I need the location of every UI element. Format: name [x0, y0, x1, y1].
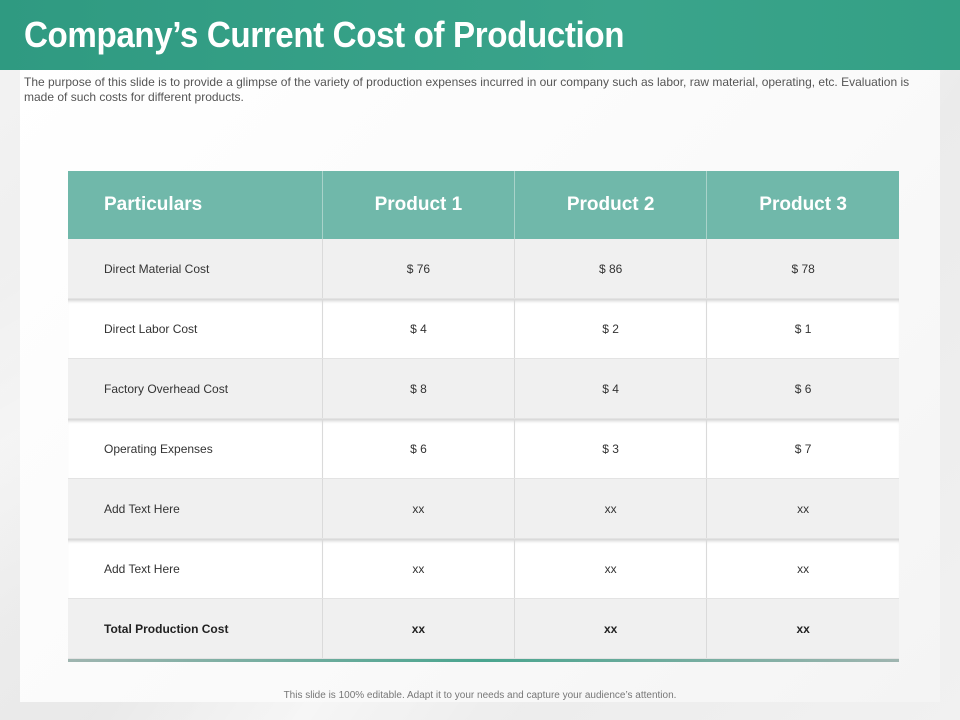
cell-product-1: xx	[322, 598, 516, 659]
cell-product-2: $ 3	[514, 418, 708, 479]
slide-description: The purpose of this slide is to provide …	[24, 75, 910, 104]
page-title: Company’s Current Cost of Production	[24, 14, 625, 55]
cell-product-3: $ 78	[706, 239, 899, 299]
row-label: Operating Expenses	[68, 418, 323, 479]
header-particulars: Particulars	[68, 171, 323, 239]
row-label: Add Text Here	[68, 538, 323, 599]
cell-product-2: xx	[514, 598, 708, 659]
cell-product-3: $ 1	[706, 298, 899, 359]
cell-product-1: $ 76	[322, 239, 516, 299]
header-product-1: Product 1	[322, 171, 516, 239]
cell-product-2: $ 86	[514, 239, 708, 299]
cell-product-2: xx	[514, 538, 708, 599]
table-row: Factory Overhead Cost $ 8 $ 4 $ 6	[68, 358, 899, 419]
cell-product-1: $ 4	[322, 298, 516, 359]
cell-product-2: $ 2	[514, 298, 708, 359]
cell-product-1: xx	[322, 478, 516, 539]
row-label: Total Production Cost	[68, 598, 323, 659]
table-row: Add Text Here xx xx xx	[68, 478, 899, 539]
row-label: Factory Overhead Cost	[68, 358, 323, 419]
cell-product-3: $ 7	[706, 418, 899, 479]
row-label: Direct Labor Cost	[68, 298, 323, 359]
footer-note: This slide is 100% editable. Adapt it to…	[283, 690, 677, 701]
table-row: Operating Expenses $ 6 $ 3 $ 7	[68, 418, 899, 479]
row-label: Direct Material Cost	[68, 239, 323, 299]
cell-product-3: xx	[706, 478, 899, 539]
cell-product-1: xx	[322, 538, 516, 599]
cell-product-2: xx	[514, 478, 708, 539]
cell-product-3: xx	[706, 598, 899, 659]
table-header-row: Particulars Product 1 Product 2 Product …	[68, 171, 899, 239]
table-bottom-border	[68, 659, 899, 662]
header-product-3: Product 3	[706, 171, 899, 239]
row-label: Add Text Here	[68, 478, 323, 539]
cell-product-3: $ 6	[706, 358, 899, 419]
cell-product-1: $ 8	[322, 358, 516, 419]
cell-product-1: $ 6	[322, 418, 516, 479]
cost-table: Particulars Product 1 Product 2 Product …	[68, 171, 899, 659]
table-row: Add Text Here xx xx xx	[68, 538, 899, 599]
cell-product-2: $ 4	[514, 358, 708, 419]
table-row: Direct Labor Cost $ 4 $ 2 $ 1	[68, 298, 899, 359]
header-product-2: Product 2	[514, 171, 708, 239]
cell-product-3: xx	[706, 538, 899, 599]
table-row-total: Total Production Cost xx xx xx	[68, 598, 899, 659]
table-row: Direct Material Cost $ 76 $ 86 $ 78	[68, 239, 899, 299]
title-bar: Company’s Current Cost of Production	[0, 0, 960, 70]
